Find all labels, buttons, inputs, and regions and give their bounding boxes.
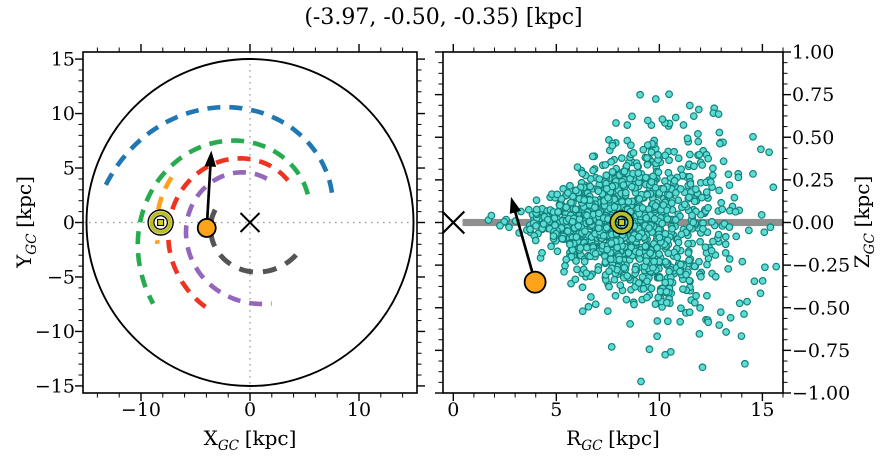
velocity-arrow-left xyxy=(204,150,217,229)
xy-panel xyxy=(83,52,417,393)
object-marker-right xyxy=(523,270,547,294)
tick-label: −10 xyxy=(35,321,75,343)
sun-marker-right xyxy=(609,210,634,235)
tick-label: −0.75 xyxy=(792,340,850,362)
rz-panel-ylabel: ZGC[kpc] xyxy=(850,175,878,269)
tick-label: 1.00 xyxy=(792,42,834,64)
object-marker-left xyxy=(196,218,217,238)
tick-label: 5 xyxy=(63,158,75,180)
galaxy-boundary-circle xyxy=(85,58,415,387)
tick-label: 0 xyxy=(63,212,75,234)
tick-label: 5 xyxy=(550,399,562,421)
axes-frame: 0 5 10 15 1.00 0.75 0.50 0.25 0.00 −0.25 −0.50 −0.7… xyxy=(435,42,850,421)
tick-label: 10 xyxy=(51,103,75,125)
tick-label: −10 xyxy=(121,399,161,421)
tick-label: 0 xyxy=(447,399,459,421)
tick-label: 0.75 xyxy=(792,84,834,106)
tick-label: 10 xyxy=(647,399,671,421)
tick-label: −0.50 xyxy=(792,297,850,319)
tick-label: −5 xyxy=(47,266,75,288)
tick-label: 0.50 xyxy=(792,127,834,149)
rz-panel xyxy=(441,90,783,386)
tick-label: −1.00 xyxy=(792,383,850,405)
spiral-arms xyxy=(100,104,335,313)
xy-panel-xlabel: XGC [kpc] xyxy=(203,426,297,454)
velocity-arrow-right xyxy=(509,196,537,283)
scatter-points xyxy=(484,90,781,386)
tick-label: −0.25 xyxy=(792,255,850,277)
xy-panel-ylabel: YGC[kpc] xyxy=(12,176,40,268)
tick-label: 10 xyxy=(347,399,371,421)
galactic-center-x-left xyxy=(239,212,261,233)
tick-label: 0 xyxy=(244,399,256,421)
axes-frame: −10 0 10 15 10 5 0 −5 −10 −15 xyxy=(35,44,425,421)
sun-marker-left xyxy=(147,209,174,236)
tick-label: 15 xyxy=(51,49,75,71)
tick-label: 0.25 xyxy=(792,169,834,191)
tick-label: 15 xyxy=(750,399,774,421)
figure-title: (-3.97, -0.50, -0.35) [kpc] xyxy=(304,5,583,30)
rz-panel-xlabel: RGC [kpc] xyxy=(566,426,660,454)
tick-label: −15 xyxy=(35,375,75,397)
galactic-center-x-right xyxy=(441,210,466,235)
tick-label: 0.00 xyxy=(792,212,834,234)
